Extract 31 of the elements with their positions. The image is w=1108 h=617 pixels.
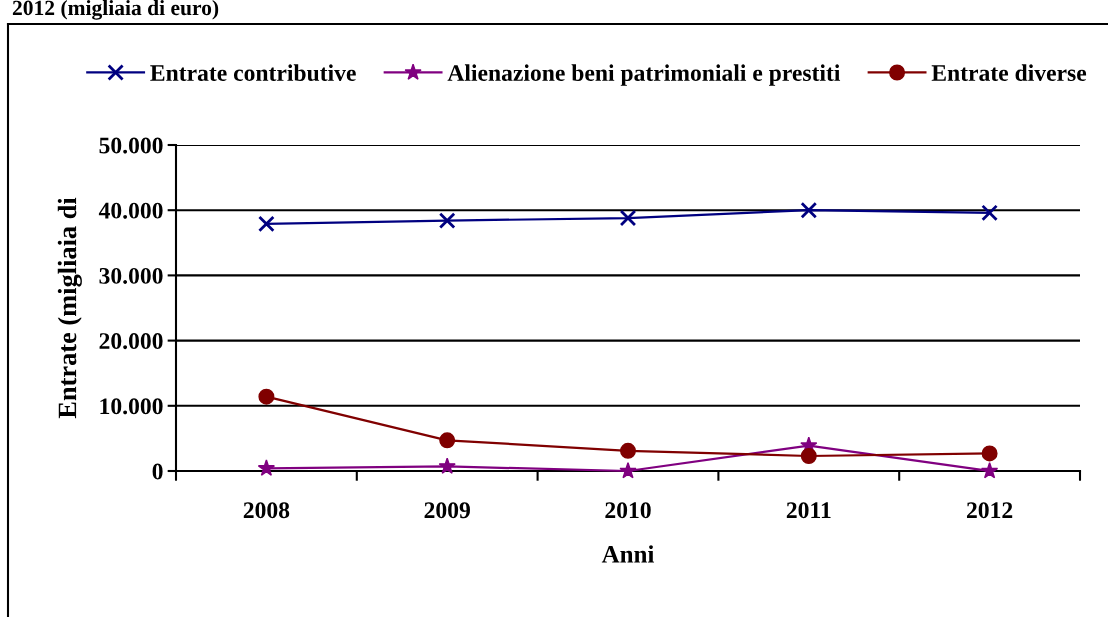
point (981, 445, 998, 462)
point (619, 209, 637, 227)
point (438, 212, 456, 229)
y-axis-title: Entrate (migliaia di (57, 197, 82, 419)
x-axis-title: Anni (601, 545, 655, 563)
x-tick-label: 2011 (786, 502, 831, 519)
legend-label: Entrate diverse (931, 64, 1087, 81)
x-tick-label: 2009 (424, 502, 470, 519)
point (620, 442, 636, 459)
legend-label: Entrate contributive (150, 64, 356, 82)
y-tick-label: 30.000 (99, 267, 163, 284)
point (800, 448, 817, 464)
point (800, 201, 818, 219)
legend-label: Alienazione beni patrimoniali e prestiti (447, 64, 841, 86)
point (258, 215, 275, 233)
y-tick-label: 50.000 (99, 137, 163, 154)
x-tick-label: 2012 (966, 502, 1013, 519)
y-tick-label: 40.000 (98, 202, 163, 219)
chart-title: 2012 (migliaia di euro) (12, 0, 219, 20)
point (981, 204, 998, 222)
y-tick-label: 10.000 (100, 398, 163, 415)
point (257, 459, 276, 476)
point (619, 461, 637, 479)
x-tick-label: 2010 (605, 502, 651, 519)
y-tick-label: 20.000 (99, 333, 163, 350)
point (980, 461, 999, 479)
point (439, 432, 456, 449)
y-tick-label: 0 (152, 463, 163, 480)
point (258, 388, 275, 405)
point (438, 457, 456, 474)
x-tick-label: 2008 (243, 502, 290, 519)
